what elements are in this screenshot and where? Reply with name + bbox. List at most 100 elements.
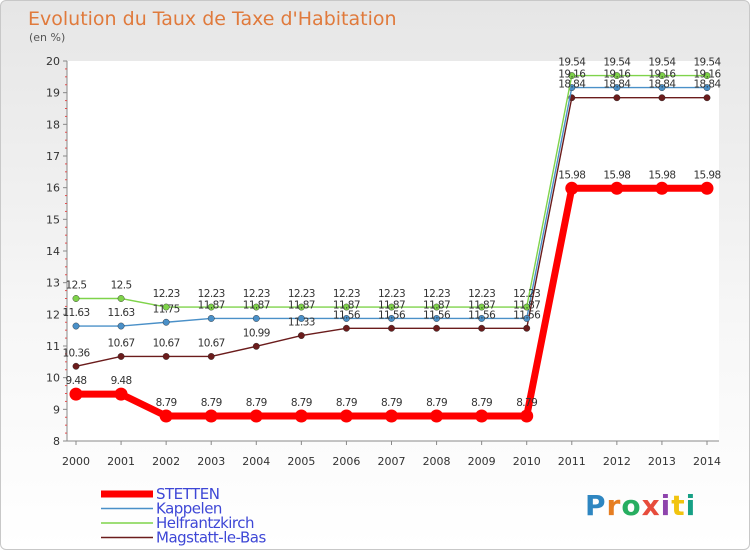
y-tick-label: 15 (46, 213, 60, 226)
data-point-helfrantzkirch (523, 303, 531, 311)
data-point-stetten (655, 181, 669, 195)
data-point-stetten (700, 181, 714, 195)
y-tick-label: 8 (53, 435, 60, 448)
data-label-kappelen: 19.16 (693, 69, 721, 81)
data-label-stetten: 8.79 (156, 397, 177, 409)
logo-letter: i (685, 489, 697, 522)
y-tick-label: 16 (46, 182, 60, 195)
x-tick-label: 2007 (378, 455, 406, 468)
data-point-kappelen (297, 315, 305, 322)
data-label-helfrantzkirch: 12.23 (333, 288, 360, 300)
data-point-stetten (385, 409, 398, 423)
data-label-stetten: 15.98 (648, 169, 675, 181)
data-point-magstatt-le-bas (207, 353, 215, 360)
data-label-stetten: 8.79 (246, 397, 267, 409)
data-point-helfrantzkirch (433, 303, 440, 311)
y-unit-label: (en %) (29, 31, 66, 44)
data-label-stetten: 8.79 (201, 397, 222, 409)
data-label-stetten: 8.79 (471, 397, 492, 409)
data-label-stetten: 15.98 (558, 169, 585, 181)
x-tick-label: 2010 (513, 455, 541, 468)
data-label-magstatt-le-bas: 11.56 (333, 309, 361, 321)
data-point-helfrantzkirch (297, 303, 305, 311)
data-point-helfrantzkirch (568, 72, 576, 79)
data-label-helfrantzkirch: 12.5 (66, 280, 87, 292)
data-label-helfrantzkirch: 12.23 (423, 288, 450, 300)
x-tick-label: 2000 (62, 455, 90, 468)
data-label-magstatt-le-bas: 10.99 (243, 327, 270, 339)
data-label-helfrantzkirch: 12.23 (378, 288, 405, 300)
data-point-helfrantzkirch (207, 303, 215, 311)
data-point-stetten (339, 409, 353, 423)
data-point-magstatt-le-bas (523, 324, 531, 332)
y-tick-label: 18 (46, 118, 60, 131)
x-tick-label: 2014 (693, 455, 721, 468)
y-tick-label: 13 (46, 277, 60, 290)
data-point-magstatt-le-bas (658, 94, 666, 102)
legend-label-kappelen: Kappelen (156, 500, 222, 518)
data-label-stetten: 8.79 (381, 397, 402, 409)
legend-label-helfrantzkirch: Helfrantzkirch (156, 514, 254, 532)
data-label-helfrantzkirch: 12.23 (288, 288, 315, 300)
data-point-helfrantzkirch (613, 72, 621, 79)
data-label-magstatt-le-bas: 11.56 (513, 309, 541, 321)
data-label-helfrantzkirch: 12.5 (111, 280, 132, 292)
data-label-stetten: 8.79 (426, 397, 447, 409)
data-point-magstatt-le-bas (343, 324, 350, 332)
plot-area (67, 61, 719, 441)
data-point-stetten (69, 387, 83, 401)
data-point-magstatt-le-bas (478, 324, 486, 332)
x-tick-label: 2011 (558, 455, 586, 468)
data-label-kappelen: 11.87 (333, 299, 360, 311)
data-label-stetten: 15.98 (693, 169, 720, 181)
data-point-kappelen (252, 315, 260, 322)
data-point-stetten (249, 409, 263, 423)
data-point-stetten (475, 409, 489, 423)
data-point-helfrantzkirch (343, 303, 350, 311)
data-point-helfrantzkirch (388, 303, 395, 311)
data-label-magstatt-le-bas: 10.67 (108, 337, 135, 349)
data-label-kappelen: 11.87 (513, 299, 540, 311)
y-tick-label: 12 (46, 308, 60, 321)
proxiti-logo: Proxiti (585, 489, 696, 522)
data-label-magstatt-le-bas: 18.84 (693, 79, 721, 91)
y-tick-label: 17 (46, 150, 60, 163)
data-point-kappelen (658, 84, 666, 92)
data-point-magstatt-le-bas (297, 332, 305, 339)
data-point-kappelen (388, 315, 395, 322)
data-label-kappelen: 11.87 (288, 299, 315, 311)
logo-letter: i (660, 489, 672, 522)
y-tick-label: 14 (46, 245, 60, 258)
data-point-kappelen (207, 315, 215, 322)
data-label-magstatt-le-bas: 18.84 (603, 79, 631, 91)
x-tick-label: 2002 (152, 455, 180, 468)
x-tick-label: 2004 (242, 455, 270, 468)
data-label-magstatt-le-bas: 10.67 (153, 337, 180, 349)
data-point-magstatt-le-bas (613, 94, 621, 102)
data-point-kappelen (703, 84, 711, 92)
logo-letter: t (671, 489, 686, 522)
data-label-magstatt-le-bas: 18.84 (558, 79, 586, 91)
chart-title: Evolution du Taux de Taxe d'Habitation (28, 8, 397, 30)
x-tick-label: 2013 (648, 455, 676, 468)
legend-label-stetten: STETTEN (156, 485, 219, 503)
data-label-stetten: 9.48 (111, 375, 132, 387)
data-label-kappelen: 11.87 (378, 299, 405, 311)
x-tick-label: 2008 (423, 455, 451, 468)
data-point-stetten (610, 181, 624, 195)
data-label-kappelen: 19.16 (603, 69, 631, 81)
data-label-magstatt-le-bas: 11.56 (468, 309, 496, 321)
data-point-magstatt-le-bas (252, 342, 260, 350)
data-label-magstatt-le-bas: 10.36 (62, 347, 90, 359)
data-point-helfrantzkirch (162, 303, 170, 311)
data-point-magstatt-le-bas (703, 94, 711, 102)
x-tick-label: 2003 (197, 455, 225, 468)
data-label-magstatt-le-bas: 18.84 (648, 79, 676, 91)
data-label-stetten: 8.79 (516, 397, 537, 409)
data-label-helfrantzkirch: 19.54 (558, 57, 586, 69)
data-point-helfrantzkirch (478, 303, 486, 311)
data-point-stetten (294, 409, 308, 423)
data-label-helfrantzkirch: 19.54 (648, 57, 676, 69)
data-point-kappelen (72, 322, 80, 330)
